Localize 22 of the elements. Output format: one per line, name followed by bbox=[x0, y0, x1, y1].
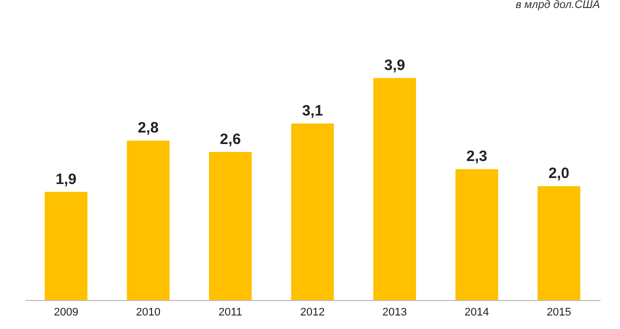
x-tick-label: 2010 bbox=[136, 306, 160, 318]
bar bbox=[455, 169, 498, 300]
data-label: 2,3 bbox=[466, 148, 488, 166]
data-label: 3,9 bbox=[384, 57, 406, 74]
data-label: 3,1 bbox=[302, 102, 323, 120]
x-tick-label: 2013 bbox=[382, 306, 407, 318]
x-tick-label: 2015 bbox=[546, 306, 572, 318]
bar bbox=[291, 124, 334, 300]
x-tick-label: 2014 bbox=[464, 306, 490, 318]
bar bbox=[373, 78, 416, 300]
data-label: 2,8 bbox=[138, 120, 159, 137]
bar bbox=[209, 152, 252, 300]
data-label: 2,6 bbox=[220, 131, 241, 148]
data-label: 2,0 bbox=[548, 165, 570, 182]
bar bbox=[538, 186, 580, 300]
text: в млрд дол.США bbox=[516, 0, 600, 11]
x-tick-label: 2012 bbox=[300, 306, 325, 318]
bar bbox=[126, 140, 170, 300]
bar bbox=[44, 192, 88, 300]
data-label: 1,9 bbox=[56, 170, 76, 188]
x-tick-label: 2009 bbox=[54, 306, 78, 318]
x-tick-label: 2011 bbox=[218, 306, 242, 318]
